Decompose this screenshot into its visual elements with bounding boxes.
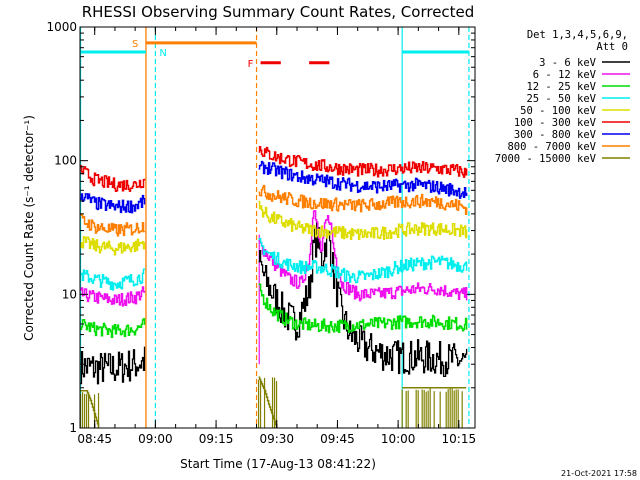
legend-label-7: 300 - 800 keV	[514, 129, 597, 141]
y-axis-label: Corrected Count Rate (s⁻¹ detector⁻¹)	[22, 115, 36, 341]
series-line-4-segment-2	[258, 237, 468, 284]
y-tick-label: 10	[62, 287, 77, 301]
x-axis-label: Start Time (17-Aug-13 08:41:22)	[180, 457, 376, 471]
series-line-9-segment-2	[258, 376, 278, 428]
series-line-1-segment-2	[258, 222, 468, 378]
plot-frame	[79, 26, 476, 429]
series-line-7-segment-2	[258, 160, 468, 199]
legend-label-3: 12 - 25 keV	[526, 81, 596, 93]
footer-timestamp: 21-Oct-2021 17:58	[561, 469, 637, 478]
x-tick-label: 09:45	[320, 432, 355, 446]
axes: 1 10 100 1000 08:45 09:00 09:15 09:30 09:45 10:00…	[46, 20, 476, 446]
flare-label: F	[248, 59, 254, 70]
x-tick-label: 08:45	[77, 432, 112, 446]
legend-label-1: 3 - 6 keV	[539, 57, 597, 69]
saa-label: S	[132, 39, 138, 50]
series-line-2-segment-1	[80, 286, 146, 307]
series-line-5-segment-2	[258, 200, 468, 241]
y-tick-label: 100	[54, 154, 77, 168]
legend-label-4: 25 - 50 keV	[526, 93, 596, 105]
x-tick-label: 10:15	[442, 432, 477, 446]
x-tick-label: 09:30	[259, 432, 294, 446]
legend-header-line-1: Det 1,3,4,5,6,9,	[527, 29, 628, 41]
series-line-6-segment-1	[80, 165, 146, 193]
legend-label-2: 6 - 12 keV	[533, 69, 597, 81]
x-tick-label: 10:00	[381, 432, 416, 446]
series-line-4-segment-1	[80, 268, 146, 291]
y-tick-label: 1000	[46, 20, 77, 34]
series-line-7-segment-1	[80, 193, 146, 214]
night-label: N	[159, 48, 166, 59]
series-line-8-segment-2	[258, 184, 468, 216]
legend-label-8: 800 - 7000 keV	[507, 141, 596, 153]
series-line-3-segment-2	[258, 283, 468, 334]
legend-label-6: 100 - 300 keV	[514, 117, 597, 129]
series-line-1-segment-1	[80, 346, 146, 385]
series-line-2-segment-2	[258, 210, 468, 302]
legend-header-line-2: Att 0	[596, 41, 628, 53]
legend-label-9: 7000 - 15000 keV	[495, 153, 597, 165]
series-line-9-segment-1	[80, 389, 100, 428]
x-tick-label: 09:15	[199, 432, 234, 446]
chart-title: RHESSI Observing Summary Count Rates, Co…	[82, 3, 475, 21]
series-line-6-segment-2	[258, 146, 468, 178]
series-line-8-segment-1	[80, 213, 146, 237]
legend-label-5: 50 - 100 keV	[520, 105, 597, 117]
plot-area: S N F	[79, 27, 470, 428]
series-line-3-segment-1	[80, 318, 146, 338]
x-tick-label: 09:00	[138, 432, 173, 446]
series-line-5-segment-1	[80, 236, 146, 256]
y-tick-label: 1	[69, 421, 77, 435]
